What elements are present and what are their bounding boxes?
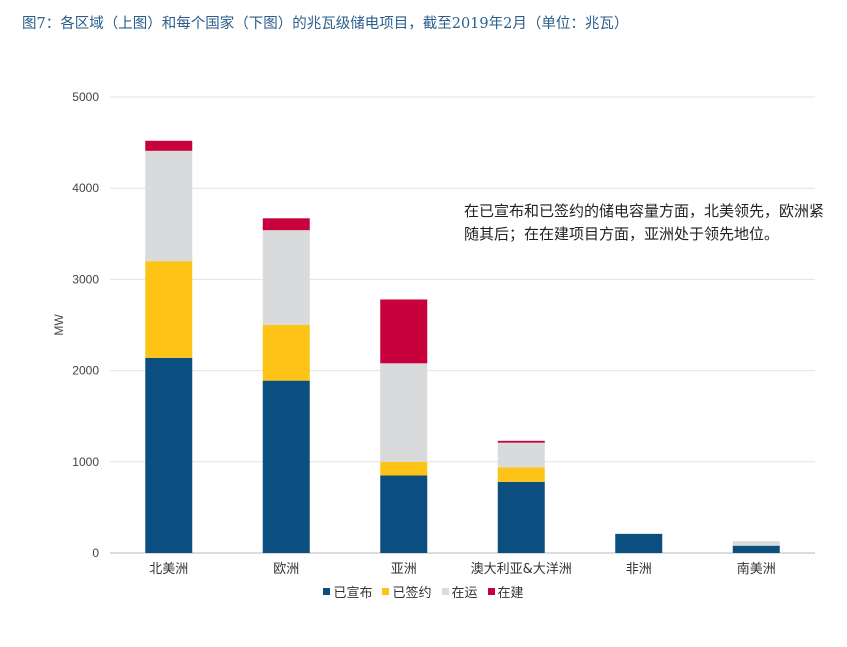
bar-segment [732,545,780,553]
legend-label: 已宣布 [333,586,373,601]
gridlines [110,96,815,554]
bar-segment [497,481,545,553]
y-tick-labels: 0 1000 2000 3000 4000 5000 [72,90,99,560]
bar-segment [262,230,310,325]
bar-segment [262,218,310,231]
legend-swatch [382,588,390,595]
bar-segment [380,363,428,462]
y-axis-label: MW [52,314,66,336]
chart-title: 图7：各区域（上图）和每个国家（下图）的兆瓦级储电项目，截至2019年2月（单位… [22,16,629,32]
y-tick-label: 5000 [72,90,99,104]
bars [145,140,780,553]
x-tick-label: 澳大利亚&大洋洲 [471,561,572,577]
y-tick-label: 2000 [72,364,99,378]
bar-segment [262,325,310,381]
bar-segment [497,467,545,482]
legend-item: 已签约 [382,582,432,601]
y-tick-label: 1000 [72,455,99,469]
bar-segment [145,357,193,553]
bar-segment [145,261,193,358]
bar-segment [380,461,428,476]
y-tick-label: 0 [92,546,99,560]
x-tick-label: 亚洲 [391,562,417,577]
legend-swatch [487,588,495,595]
chart-annotation: 在已宣布和已签约的储电容量方面，北美领先，欧洲紧随其后；在在建项目方面，亚洲处于… [464,202,825,243]
bar-segment [497,442,545,468]
legend-label: 已签约 [392,586,432,601]
legend-item: 已宣布 [323,582,372,601]
x-tick-label: 北美洲 [149,562,188,577]
legend-swatch [441,588,449,595]
bar-segment [145,150,193,262]
legend-label: 在建 [497,586,524,601]
legend-swatch [323,588,331,595]
bar-segment [380,299,428,364]
bar-segment [262,380,310,553]
x-tick-label: 欧洲 [273,562,299,577]
y-tick-label: 4000 [72,181,99,195]
legend-item: 在运 [441,582,478,601]
x-tick-labels: 北美洲 欧洲 亚洲 澳大利亚&大洋洲 非洲 南美洲 [149,561,776,577]
y-tick-label: 3000 [72,272,99,286]
bar-segment [615,533,663,553]
legend-item: 在建 [487,582,524,601]
bar-segment [145,140,193,151]
legend-label: 在运 [451,586,478,601]
bar-segment [497,440,545,443]
legend: 已宣布 已签约 在运 在建 [0,582,847,601]
bar-segment [732,541,780,546]
x-tick-label: 非洲 [626,562,652,577]
bar-segment [380,475,428,553]
x-tick-label: 南美洲 [737,561,776,577]
